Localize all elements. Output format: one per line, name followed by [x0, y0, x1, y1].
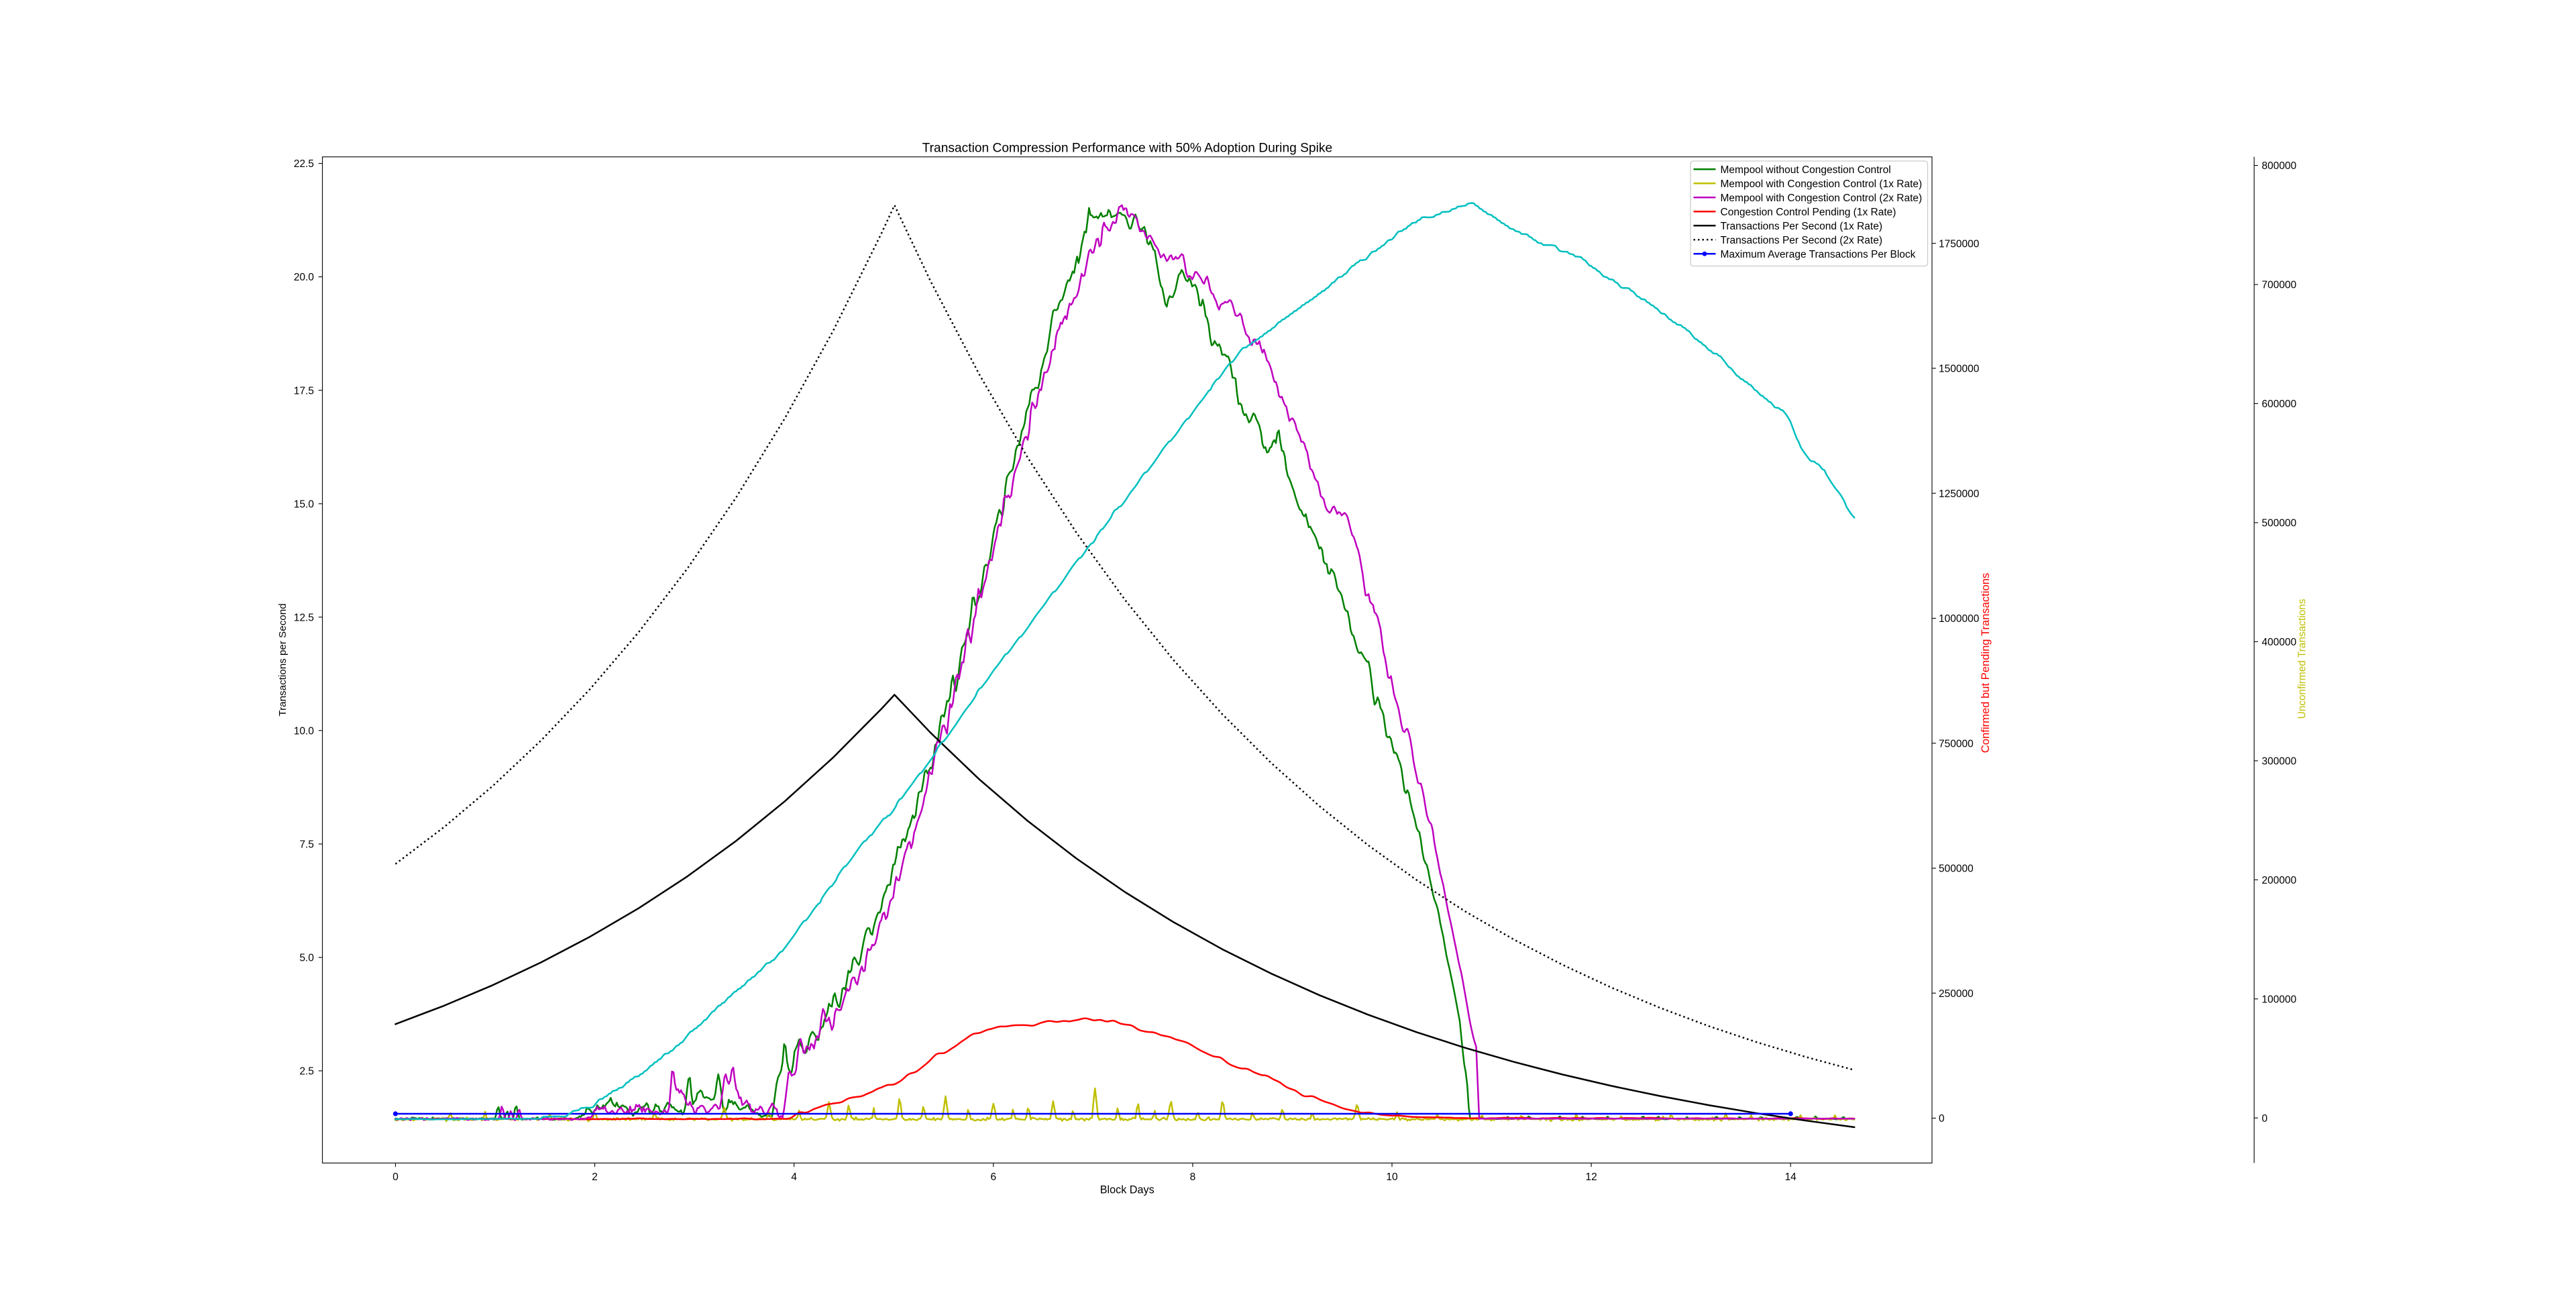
svg-text:22.5: 22.5 [294, 158, 314, 170]
svg-text:12.5: 12.5 [294, 612, 314, 623]
svg-text:800000: 800000 [2262, 160, 2297, 172]
svg-text:Maximum Average Transactions P: Maximum Average Transactions Per Block [1721, 249, 1916, 260]
svg-text:Confirmed but Pending Transact: Confirmed but Pending Transactions [1979, 573, 1992, 753]
svg-text:Congestion Control Pending (1x: Congestion Control Pending (1x Rate) [1721, 207, 1896, 218]
svg-text:500000: 500000 [1939, 864, 1974, 875]
svg-text:Transactions Per Second (2x Ra: Transactions Per Second (2x Rate) [1721, 235, 1883, 246]
svg-text:Transaction Compression Perfor: Transaction Compression Performance with… [922, 142, 1332, 156]
svg-text:100000: 100000 [2262, 994, 2297, 1005]
svg-text:0: 0 [1939, 1113, 1945, 1125]
svg-text:500000: 500000 [2262, 518, 2297, 529]
svg-text:600000: 600000 [2262, 399, 2297, 410]
svg-text:Mempool with Congestion Contro: Mempool with Congestion Control (1x Rate… [1721, 178, 1923, 190]
svg-text:12: 12 [1585, 1171, 1597, 1183]
svg-text:750000: 750000 [1939, 738, 1974, 749]
svg-text:400000: 400000 [2262, 637, 2297, 648]
svg-text:1750000: 1750000 [1939, 238, 1980, 250]
svg-text:15.0: 15.0 [294, 499, 315, 510]
svg-text:1500000: 1500000 [1939, 364, 1980, 375]
svg-text:10.0: 10.0 [294, 725, 315, 737]
svg-text:250000: 250000 [1939, 988, 1974, 1000]
svg-text:8: 8 [1190, 1171, 1196, 1183]
svg-text:20.0: 20.0 [294, 272, 315, 283]
svg-text:0: 0 [2262, 1113, 2268, 1125]
svg-text:10: 10 [1386, 1171, 1398, 1183]
svg-text:14: 14 [1785, 1171, 1797, 1183]
svg-text:2: 2 [592, 1171, 598, 1183]
svg-text:5.0: 5.0 [299, 953, 314, 964]
svg-text:Unconfirmed Transactions: Unconfirmed Transactions [2297, 598, 2308, 719]
svg-text:17.5: 17.5 [294, 385, 314, 397]
svg-text:Mempool with Congestion Contro: Mempool with Congestion Control (2x Rate… [1721, 193, 1923, 204]
svg-text:1250000: 1250000 [1939, 488, 1980, 500]
svg-text:7.5: 7.5 [299, 839, 314, 851]
svg-text:Block Days: Block Days [1100, 1184, 1155, 1196]
svg-text:2.5: 2.5 [299, 1066, 314, 1078]
svg-text:300000: 300000 [2262, 756, 2297, 768]
svg-text:0: 0 [392, 1171, 398, 1183]
svg-text:Transactions per Second: Transactions per Second [277, 603, 288, 716]
svg-text:1000000: 1000000 [1939, 613, 1980, 625]
svg-text:6: 6 [990, 1171, 996, 1183]
svg-text:700000: 700000 [2262, 280, 2297, 291]
svg-text:200000: 200000 [2262, 875, 2297, 886]
svg-text:Transactions Per Second (1x Ra: Transactions Per Second (1x Rate) [1721, 221, 1883, 232]
svg-text:Mempool without Congestion Con: Mempool without Congestion Control [1721, 164, 1891, 176]
svg-text:4: 4 [791, 1171, 797, 1183]
